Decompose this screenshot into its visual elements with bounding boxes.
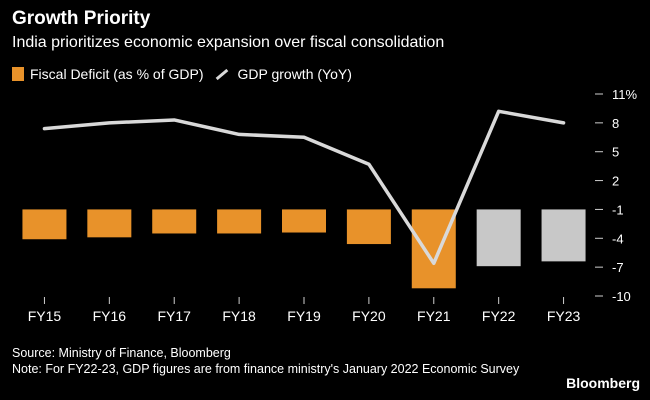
- y-tick-label: 5: [612, 145, 619, 160]
- x-tick-label-fy15: FY15: [28, 308, 62, 324]
- bar-fy21: [411, 209, 456, 289]
- y-tick-label: 2: [612, 174, 619, 189]
- x-tick-label-fy21: FY21: [417, 308, 451, 324]
- data-note: Note: For FY22-23, GDP figures are from …: [12, 362, 520, 376]
- bloomberg-logo: Bloomberg: [566, 375, 640, 391]
- source-note: Source: Ministry of Finance, Bloomberg: [12, 346, 231, 360]
- chart-footer: Source: Ministry of Finance, Bloomberg N…: [12, 345, 532, 377]
- bar-fy18: [217, 209, 262, 234]
- bar-fy22: [476, 209, 521, 267]
- y-tick-label: -4: [612, 231, 624, 246]
- y-tick-label: 11%: [612, 87, 637, 102]
- chart-subtitle: India prioritizes economic expansion ove…: [12, 34, 445, 51]
- x-tick-label-fy22: FY22: [482, 308, 516, 324]
- bar-fy23: [541, 209, 586, 262]
- legend-label-growth: GDP growth (YoY): [237, 66, 352, 82]
- x-tick-label-fy16: FY16: [93, 308, 127, 324]
- x-tick-label-fy18: FY18: [222, 308, 256, 324]
- x-tick-label-fy23: FY23: [547, 308, 581, 324]
- x-tick-label-fy19: FY19: [287, 308, 321, 324]
- legend-label-deficit: Fiscal Deficit (as % of GDP): [30, 66, 204, 82]
- legend-swatch-deficit: [12, 67, 24, 81]
- chart-title: Growth Priority: [12, 8, 151, 29]
- bar-fy20: [346, 209, 391, 245]
- bar-fy15: [22, 209, 67, 240]
- y-tick-label: -1: [612, 202, 624, 217]
- bar-fy19: [282, 209, 326, 233]
- x-tick-label-fy20: FY20: [352, 308, 386, 324]
- y-tick-label: -10: [612, 289, 631, 304]
- y-tick-label: 8: [612, 116, 619, 131]
- bar-fy16: [87, 209, 132, 238]
- bar-fy17: [152, 209, 197, 234]
- legend: Fiscal Deficit (as % of GDP) GDP growth …: [12, 66, 352, 82]
- x-tick-label-fy17: FY17: [157, 308, 191, 324]
- y-tick-label: -7: [612, 260, 624, 275]
- gdp-growth-line: [42, 109, 566, 266]
